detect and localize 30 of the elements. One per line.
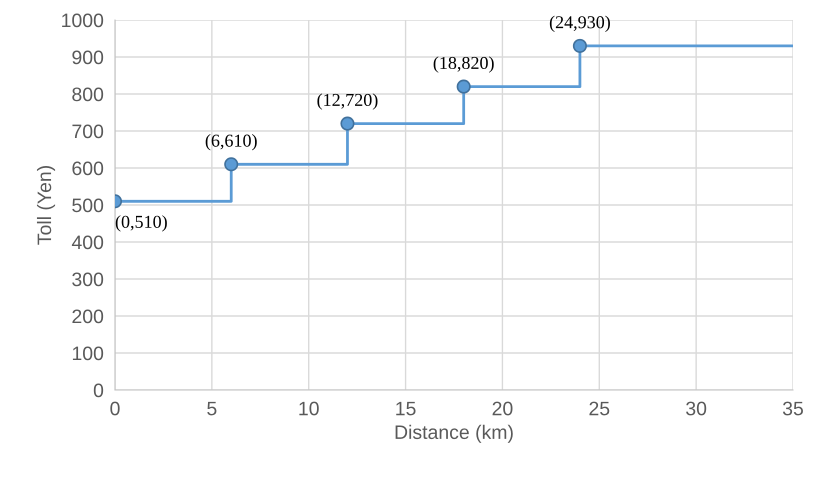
y-tick-label: 600 (72, 161, 104, 176)
y-tick-label: 500 (72, 198, 104, 212)
point (572, 38, 587, 53)
x-tick-label: 25 (589, 402, 610, 416)
y-tick-label: 200 (72, 309, 104, 324)
y-axis-title: Toll (Yen) (36, 166, 56, 245)
y-tick-label: 700 (72, 124, 104, 138)
y-tick-label: 0 (94, 383, 104, 398)
annotation: (6,610) (206, 134, 257, 150)
y-tick-label: 800 (72, 87, 104, 102)
y-tick-label: 300 (72, 272, 104, 286)
x-tick-label: 10 (299, 402, 319, 416)
x-tick-label: 30 (686, 402, 706, 416)
x-tick-label: 0 (110, 402, 120, 416)
x-tick-label: 15 (396, 402, 416, 416)
y-tick-label: 900 (72, 50, 104, 64)
x-tick-label: 5 (207, 402, 216, 416)
annotation: (24,930) (550, 16, 610, 32)
point (224, 157, 238, 172)
x-axis-title: Distance (km) (396, 424, 513, 443)
y-tick-label: 1000 (62, 13, 104, 28)
annotation: (18,820) (434, 56, 494, 73)
x-tick-label: 20 (492, 402, 512, 416)
point (340, 116, 355, 131)
annotation: (0,510) (116, 215, 167, 232)
annotation: (12,720) (317, 93, 378, 110)
x-tick-label: 35 (782, 402, 803, 416)
point (456, 80, 471, 94)
y-tick-label: 400 (72, 235, 104, 250)
y-tick-label: 100 (72, 346, 104, 360)
